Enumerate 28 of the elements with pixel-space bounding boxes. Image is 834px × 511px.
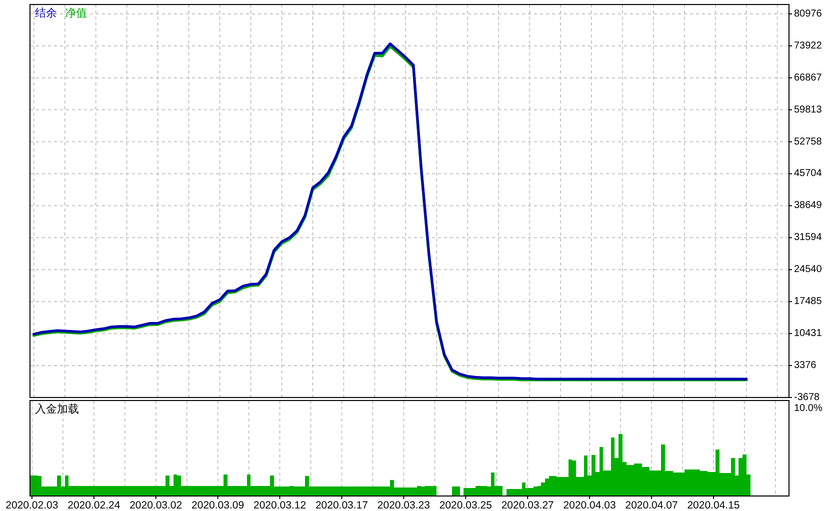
y-tick-label: 73922 (794, 40, 822, 52)
x-tick-label: 2020.03.02 (130, 500, 182, 511)
x-tick-label: 2020.03.23 (377, 500, 430, 511)
y-tick-label: 24540 (794, 264, 822, 276)
chart-title: 入金加载 (35, 402, 79, 416)
y-tick-label: 31594 (794, 232, 822, 244)
y-tick-label: 3376 (794, 360, 817, 372)
x-tick-label: 2020.03.17 (315, 500, 368, 511)
x-tick-label: 2020.04.03 (563, 500, 616, 511)
y-tick-label: 38649 (794, 200, 822, 212)
x-tick-label: 2020.02.03 (6, 500, 58, 511)
y-tick-label: 10431 (794, 328, 822, 340)
x-tick-label: 2020.03.12 (253, 500, 306, 511)
x-tick-label: 2020.03.27 (501, 500, 554, 511)
x-tick-label: 2020.02.24 (68, 500, 120, 511)
y-tick-label: 59813 (794, 104, 822, 116)
x-tick-label: 2020.03.09 (192, 500, 244, 511)
legend: 结余 净值 (35, 8, 87, 20)
y-tick-label: 17485 (794, 296, 822, 308)
x-tick-label: 2020.04.15 (687, 500, 740, 511)
text: 10.0% (794, 403, 822, 414)
y-tick-label: 52758 (794, 136, 822, 148)
y-tick-label: 45704 (794, 168, 822, 180)
y-tick-label: 80976 (794, 8, 822, 20)
x-tick-label: 2020.04.07 (625, 500, 678, 511)
y-tick-label: 66867 (794, 72, 822, 84)
x-tick-label: 2020.03.25 (439, 500, 492, 511)
y-tick-label: -3678 (794, 392, 820, 403)
